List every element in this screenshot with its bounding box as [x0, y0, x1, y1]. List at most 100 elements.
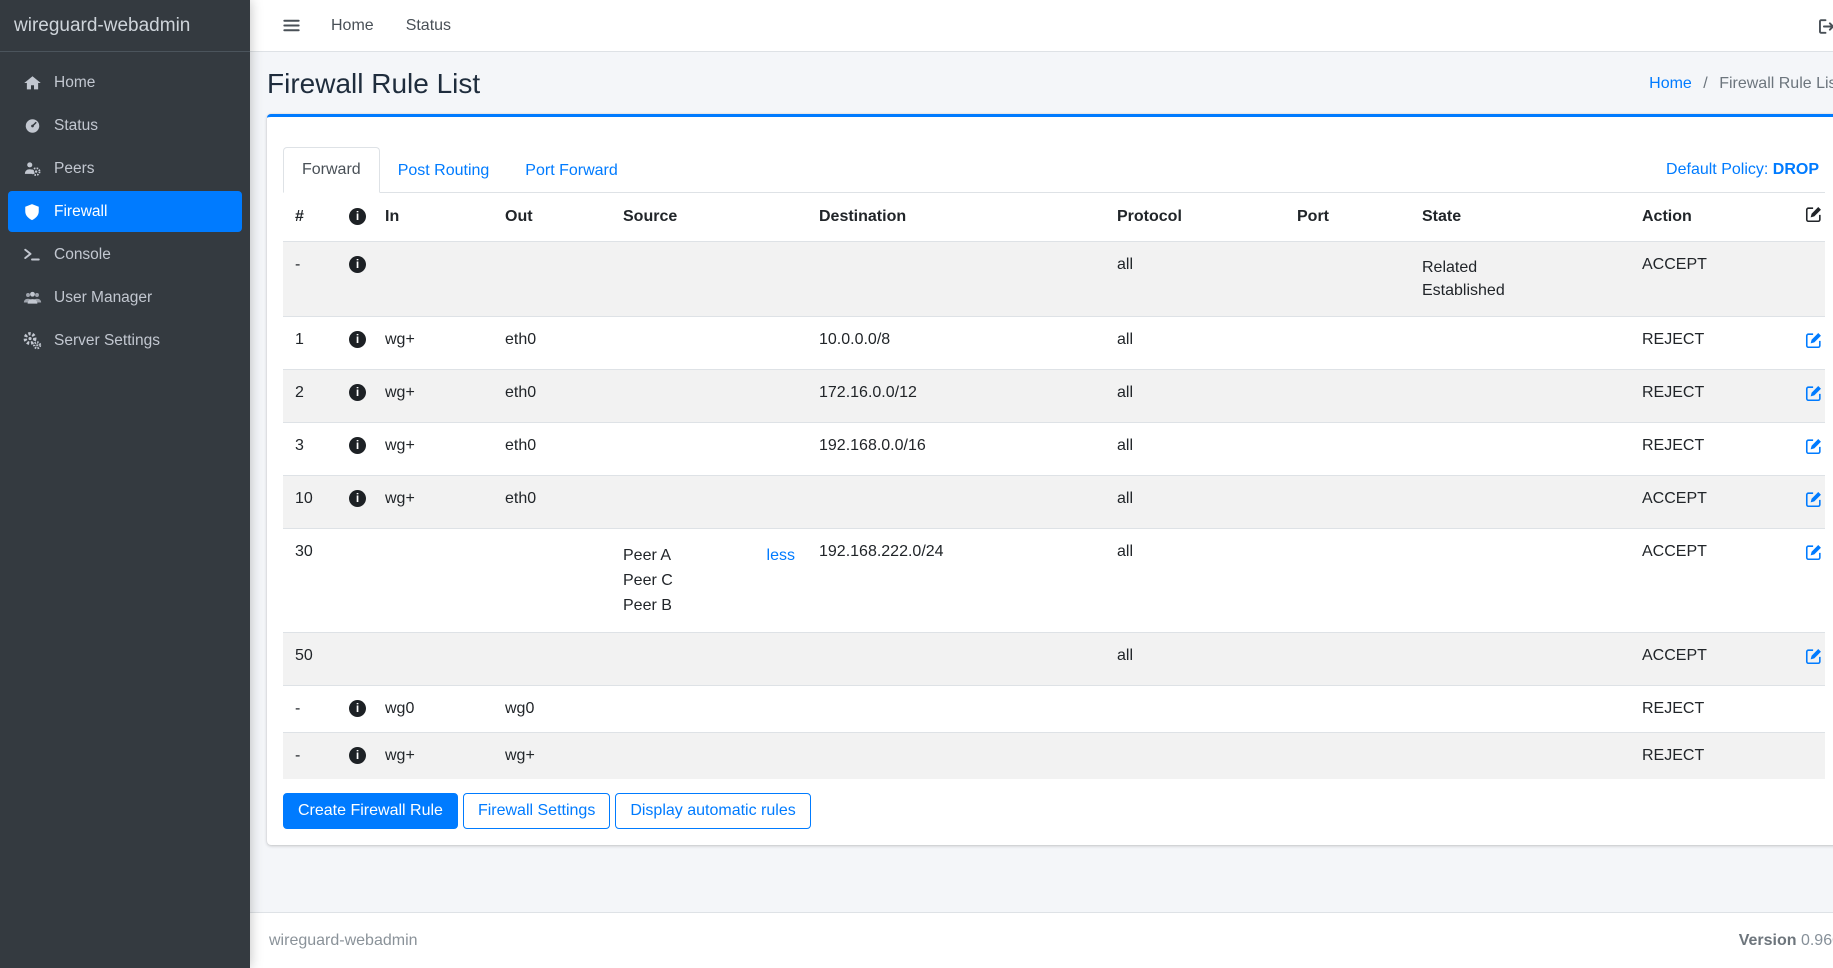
col-header-in: In: [385, 208, 400, 225]
navbar-link-status[interactable]: Status: [405, 16, 452, 34]
cell-port: [1285, 732, 1410, 779]
cell-edit: [1792, 475, 1825, 529]
sidebar-item-firewall[interactable]: Firewall: [8, 191, 242, 232]
firewall-settings-button[interactable]: Firewall Settings: [462, 793, 611, 829]
col-header-state: State: [1422, 208, 1462, 225]
cell-info: i: [337, 685, 373, 733]
edit-rule-icon[interactable]: [1804, 490, 1823, 514]
sidebar-item-home[interactable]: Home: [8, 62, 242, 103]
navbar-link-home[interactable]: Home: [331, 16, 374, 34]
cell-info: i: [337, 316, 373, 370]
peers-icon: [20, 160, 44, 178]
cell-out: wg+: [493, 732, 611, 779]
edit-rule-icon[interactable]: [1804, 437, 1823, 461]
col-header-port: Port: [1297, 208, 1329, 225]
default-policy[interactable]: Default Policy: DROP: [1660, 148, 1825, 192]
sidebar-item-label: Server Settings: [54, 331, 160, 349]
cell-info: i: [337, 475, 373, 529]
sidebar-item-peers[interactable]: Peers: [8, 148, 242, 189]
source-less-link[interactable]: less: [766, 547, 795, 564]
breadcrumb: Home / Firewall Rule List: [1649, 75, 1833, 93]
sidebar-item-label: Console: [54, 245, 111, 263]
cell-port: [1285, 316, 1410, 370]
cell-protocol: all: [1105, 475, 1285, 529]
server-settings-icon: [20, 331, 44, 350]
cell-out: wg0: [493, 685, 611, 733]
cell-rule-number: 3: [283, 422, 337, 476]
cell-edit: [1792, 241, 1825, 317]
cell-out: eth0: [493, 369, 611, 423]
cell-out: [493, 528, 611, 633]
col-header-protocol: Protocol: [1117, 208, 1182, 225]
tab-port-forward[interactable]: Port Forward: [525, 162, 618, 179]
sidebar-item-user-manager[interactable]: User Manager: [8, 277, 242, 318]
peer-name: Peer A: [623, 547, 672, 564]
cell-edit: [1792, 369, 1825, 423]
cell-action: REJECT: [1630, 369, 1792, 423]
cell-source: [611, 685, 807, 733]
edit-rule-icon[interactable]: [1804, 543, 1823, 567]
cell-source: [611, 422, 807, 476]
peer-name: Peer C: [623, 572, 673, 589]
col-header-edit: [1792, 193, 1825, 242]
breadcrumb-current: Firewall Rule List: [1719, 75, 1833, 92]
cell-protocol: all: [1105, 316, 1285, 370]
sidebar-nav: Home Status Peers Firewall Console User Manag…: [0, 52, 250, 361]
edit-rule-icon[interactable]: [1804, 647, 1823, 671]
edit-rule-icon[interactable]: [1804, 331, 1823, 355]
sidebar-item-status[interactable]: Status: [8, 105, 242, 146]
source-peer-list: Peer A Peer C Peer B: [623, 543, 673, 618]
cell-port: [1285, 475, 1410, 529]
cell-source: [611, 369, 807, 423]
cell-protocol: all: [1105, 369, 1285, 423]
cell-edit: [1792, 528, 1825, 633]
cell-action: ACCEPT: [1630, 241, 1792, 317]
sidebar-item-console[interactable]: Console: [8, 234, 242, 275]
brand-title[interactable]: wireguard-webadmin: [0, 0, 250, 52]
edit-icon[interactable]: [1804, 205, 1823, 229]
firewall-rule-row: - i wg0 wg0 REJECT: [283, 685, 1825, 733]
firewall-icon: [20, 203, 44, 221]
cell-action: REJECT: [1630, 422, 1792, 476]
breadcrumb-home-link[interactable]: Home: [1649, 75, 1692, 92]
info-icon[interactable]: i: [349, 700, 366, 718]
tab-post-routing[interactable]: Post Routing: [397, 162, 490, 179]
cell-action: REJECT: [1630, 316, 1792, 370]
edit-rule-icon[interactable]: [1804, 384, 1823, 408]
sidebar-item-server-settings[interactable]: Server Settings: [8, 320, 242, 361]
sidebar-item-label: Home: [54, 73, 96, 91]
cell-protocol: all: [1105, 528, 1285, 633]
content-header: Firewall Rule List Home / Firewall Rule …: [250, 52, 1833, 110]
cell-destination: 10.0.0.0/8: [807, 316, 1105, 370]
info-icon[interactable]: i: [349, 384, 366, 402]
display-automatic-rules-button[interactable]: Display automatic rules: [615, 793, 811, 829]
firewall-rule-row: - i wg+ wg+ REJECT: [283, 732, 1825, 779]
cell-source: Peer A Peer C Peer B less: [611, 528, 807, 633]
cell-rule-number: -: [283, 241, 337, 317]
cell-state: [1410, 422, 1630, 476]
info-icon[interactable]: i: [349, 490, 366, 508]
table-header-row: # i In Out Source Destination Protocol P…: [283, 193, 1825, 242]
create-firewall-rule-button[interactable]: Create Firewall Rule: [283, 793, 458, 829]
cell-rule-number: 30: [283, 528, 337, 633]
cell-in: wg+: [373, 316, 493, 370]
cell-protocol: all: [1105, 422, 1285, 476]
tab-forward[interactable]: Forward: [283, 147, 380, 193]
cell-state: [1410, 685, 1630, 733]
info-icon[interactable]: i: [349, 256, 366, 274]
cell-source: [611, 732, 807, 779]
info-icon[interactable]: i: [349, 437, 366, 455]
sidebar-toggle-hamburger-icon[interactable]: [268, 10, 315, 41]
firewall-rule-row: 30 Peer A Peer C Peer B less 192.168.222.0/24…: [283, 528, 1825, 633]
cell-info: i: [337, 241, 373, 317]
firewall-rule-row: 3 i wg+ eth0 192.168.0.0/16 all REJECT: [283, 422, 1825, 476]
user-manager-icon: [20, 289, 44, 307]
cell-destination: [807, 632, 1105, 686]
info-icon[interactable]: i: [349, 208, 366, 226]
col-header-action: Action: [1642, 208, 1692, 225]
info-icon[interactable]: i: [349, 331, 366, 349]
firewall-rule-row: 1 i wg+ eth0 10.0.0.0/8 all REJECT: [283, 316, 1825, 370]
cell-out: eth0: [493, 475, 611, 529]
info-icon[interactable]: i: [349, 747, 366, 765]
logout-icon[interactable]: [1816, 0, 1833, 52]
